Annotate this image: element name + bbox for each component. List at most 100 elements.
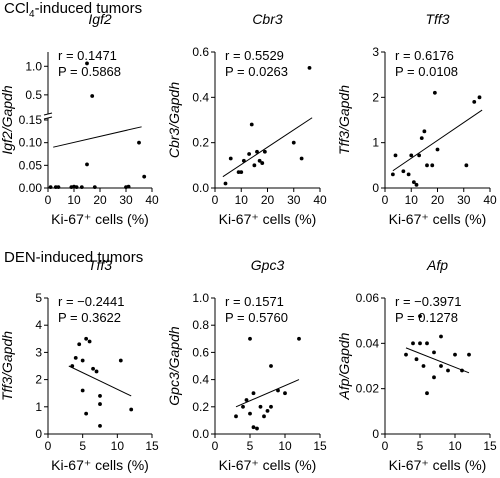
y-axis-label: Igf2/Gapdh: [0, 85, 15, 154]
data-point: [236, 170, 241, 175]
data-point: [244, 398, 249, 402]
data-point: [477, 95, 482, 100]
x-tick-label: 0: [382, 193, 389, 207]
data-point: [276, 388, 280, 393]
data-point: [417, 153, 422, 158]
x-axis-label: Ki-67⁺ cells (%): [389, 211, 487, 227]
data-point: [430, 163, 435, 168]
data-point: [260, 161, 265, 165]
data-point: [425, 341, 429, 346]
data-point: [223, 181, 228, 186]
y-tick-label: 0.5: [25, 88, 42, 102]
x-axis-label: Ki-67⁺ cells (%): [51, 211, 149, 227]
regression-line: [235, 379, 300, 408]
r-value: r = 0.5529: [225, 48, 284, 63]
data-point: [87, 339, 92, 344]
panel-title: Tff3: [425, 11, 449, 27]
p-value: P = 0.1278: [395, 310, 458, 325]
data-point: [390, 172, 395, 177]
data-point: [94, 369, 99, 374]
data-point: [251, 391, 256, 396]
data-point: [439, 334, 443, 339]
chart-panel-3: Tff3 0 5 10 15 0 1 2 3 4 5 Ki-67⁺ cells (%) Tff3/Gap…: [0, 257, 159, 473]
data-point: [404, 352, 408, 357]
r-value: r = 0.1571: [225, 294, 284, 309]
y-axis-label: Gpc3/Gapdh: [166, 326, 182, 406]
y-tick-label: 0.02: [356, 382, 380, 396]
x-tick-label: 15: [313, 439, 327, 453]
y-tick-label: 0.8: [192, 318, 209, 332]
x-tick-label: 20: [93, 193, 107, 207]
x-tick-label: 5: [247, 439, 254, 453]
data-point: [228, 156, 233, 161]
panel-title: Tff3: [88, 257, 112, 273]
data-point: [248, 411, 252, 416]
y-tick-label: 0.6: [192, 345, 209, 359]
data-point: [464, 163, 469, 168]
data-point: [255, 426, 259, 431]
data-point: [247, 152, 252, 156]
y-tick-label: 5: [35, 291, 42, 305]
x-axis-label: Ki-67⁺ cells (%): [219, 457, 317, 473]
data-point: [84, 336, 89, 341]
panel-title: Cbr3: [252, 11, 283, 27]
data-point: [77, 342, 82, 347]
data-point: [85, 162, 89, 167]
x-tick-label: 30: [119, 193, 133, 207]
data-point: [419, 136, 424, 141]
data-point: [421, 364, 426, 368]
y-tick-label: 1: [372, 136, 379, 150]
y-tick-label: 0.0: [192, 427, 209, 441]
data-point: [84, 411, 89, 416]
data-point: [129, 407, 134, 412]
data-point: [258, 404, 263, 409]
y-axis-label: Cbr3/Gapdh: [166, 82, 182, 158]
data-point: [74, 185, 79, 189]
x-tick-label: 5: [417, 439, 424, 453]
data-point: [249, 122, 254, 127]
y-tick-label: 0.4: [192, 90, 209, 104]
r-value: r = 0.6176: [395, 48, 454, 63]
data-point: [414, 357, 419, 362]
data-point: [118, 358, 123, 363]
regression-line: [68, 365, 132, 397]
y-tick-label: 0.04: [356, 336, 380, 350]
data-point: [425, 391, 429, 396]
data-point: [73, 355, 78, 360]
y-tick-label: 1.0: [192, 291, 209, 305]
data-point: [137, 140, 141, 145]
panel-title: Afp: [426, 257, 448, 273]
data-point: [435, 147, 440, 152]
y-tick-label: 4: [35, 318, 42, 332]
data-point: [269, 364, 273, 368]
data-point: [48, 185, 53, 189]
data-point: [98, 394, 102, 398]
p-value: P = 0.0108: [395, 64, 458, 79]
data-point: [98, 402, 102, 406]
data-point: [291, 140, 296, 145]
data-point: [269, 404, 273, 409]
data-point: [411, 341, 415, 346]
data-point: [91, 366, 95, 371]
data-point: [401, 169, 406, 174]
x-axis-label: Ki-67⁺ cells (%): [219, 211, 317, 227]
chart-panel-2: Tff3 0 10 20 30 40 0 1 2 3 Ki-67⁺ cells (%) Tff3/Ga…: [336, 11, 497, 227]
r-value: r = −0.2441: [58, 294, 125, 309]
y-tick-label: 3: [35, 345, 42, 359]
data-point: [262, 149, 267, 154]
data-point: [265, 408, 270, 413]
data-point: [53, 185, 58, 189]
data-point: [307, 65, 312, 70]
regression-line: [222, 117, 313, 178]
chart-panel-4: Gpc3 0 5 10 15 0.0 0.2 0.4 0.6 0.8 1.0 Ki-67⁺ cells…: [166, 257, 327, 473]
x-tick-label: 10: [448, 439, 462, 453]
x-tick-label: 0: [212, 439, 219, 453]
r-value: r = −0.3971: [395, 294, 462, 309]
data-point: [98, 423, 102, 428]
data-point: [90, 94, 95, 98]
y-tick-label: 0.4: [192, 373, 209, 387]
data-point: [92, 185, 97, 189]
data-point: [283, 391, 287, 396]
data-point: [56, 185, 61, 189]
data-point: [414, 182, 419, 187]
